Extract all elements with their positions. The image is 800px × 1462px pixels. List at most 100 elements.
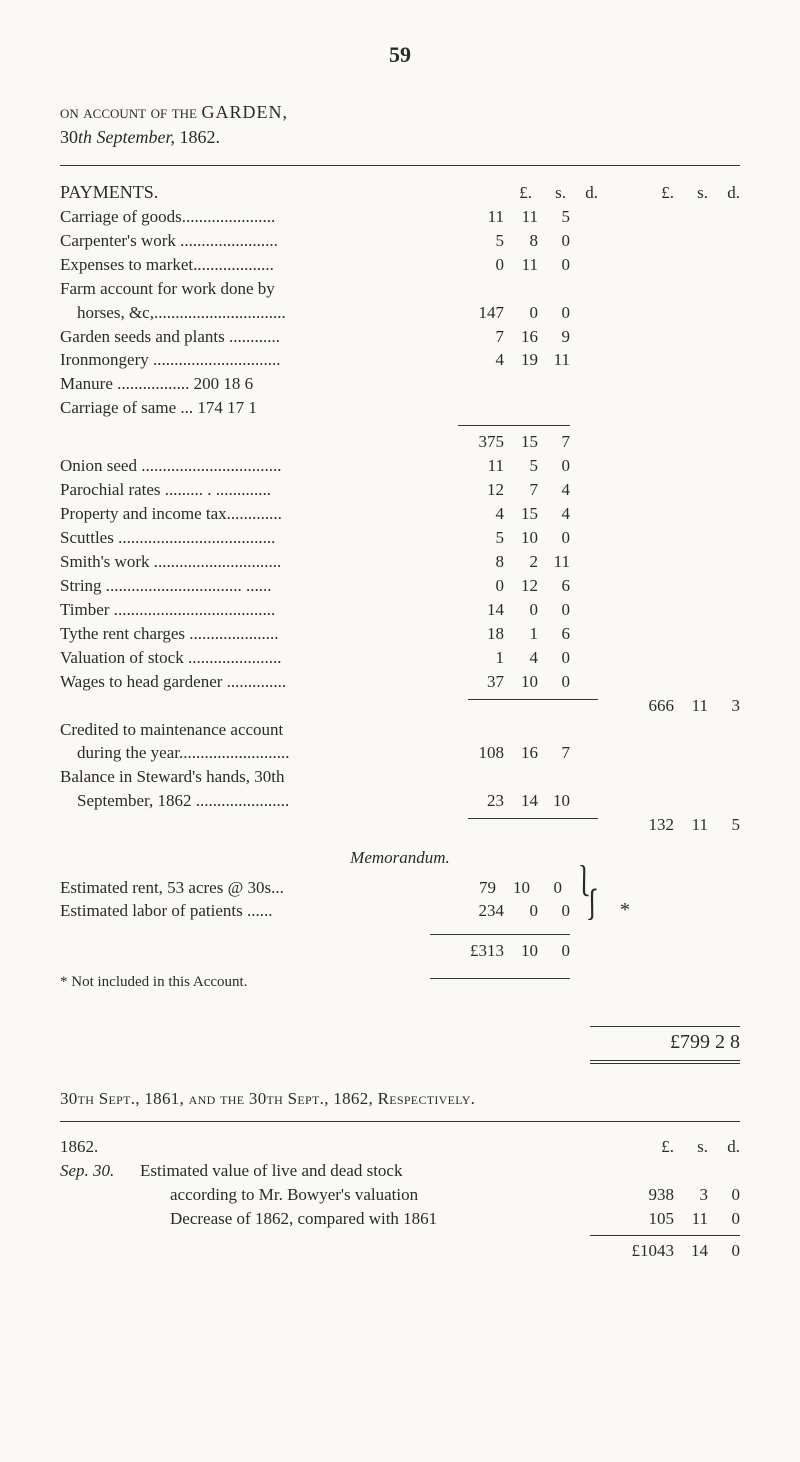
amt-l: 375 (458, 431, 504, 454)
label: Carriage of goods...................... (60, 206, 458, 229)
sum-132-d: 5 (708, 814, 740, 837)
amt-s: 15 (504, 503, 538, 526)
line-expenses: Expenses to market................... 0 … (60, 254, 740, 277)
val938-s: 3 (674, 1184, 708, 1207)
sep30-text-3: Decrease of 1862, compared with 1861 (140, 1208, 628, 1231)
label: Credited to maintenance account (60, 719, 570, 742)
amt-s: 16 (504, 742, 538, 765)
memorandum-heading: Memorandum. (60, 847, 740, 870)
amt-s: 0 (504, 599, 538, 622)
grand-rule-top (590, 1026, 740, 1027)
not-included-note: * Not included in this Account. (60, 972, 430, 992)
amt-s: 2 (504, 551, 538, 574)
amt-l: 0 (458, 254, 504, 277)
amt-s: 15 (504, 431, 538, 454)
col-head-L1: £. (486, 182, 532, 205)
resp-header: 1862. £. s. d. (60, 1136, 740, 1159)
line-farm-2: horses, &c,.............................… (60, 302, 740, 325)
amt-s: 7 (504, 479, 538, 502)
amt-l: 4 (458, 503, 504, 526)
amt-d: 0 (538, 455, 570, 478)
sep30-text-1: Estimated value of live and dead stock (140, 1160, 740, 1183)
line-parochial: Parochial rates ......... . ............… (60, 479, 740, 502)
amt-l: 79 (450, 877, 496, 900)
amt-d: 11 (538, 551, 570, 574)
label: Valuation of stock .....................… (60, 647, 458, 670)
rule-resp (60, 1121, 740, 1122)
amt-d: 0 (538, 647, 570, 670)
amt-s: 0 (504, 302, 538, 325)
column-header-row: PAYMENTS. £. s. d. £. s. d. (60, 180, 740, 205)
label: Farm account for work done by (60, 278, 570, 301)
amt-d: 7 (538, 742, 570, 765)
line-garden-seeds: Garden seeds and plants ............ 7 1… (60, 326, 740, 349)
sum-666-l: 666 (628, 695, 674, 718)
label: Estimated rent, 53 acres @ 30s... (60, 877, 450, 900)
line-carriage-same: Carriage of same ... 174 17 1 (60, 397, 740, 420)
label: Scuttles ...............................… (60, 527, 458, 550)
rule-1043-top (590, 1235, 740, 1236)
val1043-d: 0 (708, 1240, 740, 1263)
amt-l: 5 (458, 230, 504, 253)
line-credited-2: during the year.........................… (60, 742, 740, 765)
line-ironmongery: Ironmongery ............................… (60, 349, 740, 372)
amt-d: 6 (538, 575, 570, 598)
respectively-line: 30th Sept., 1861, and the 30th Sept., 18… (60, 1088, 740, 1111)
line-carriage-goods: Carriage of goods...................... … (60, 206, 740, 229)
line-onion: Onion seed .............................… (60, 455, 740, 478)
sep30-line3: Decrease of 1862, compared with 1861 105… (60, 1208, 740, 1231)
col-head-d1: d. (566, 182, 598, 205)
amt-l: 0 (458, 575, 504, 598)
payments-heading: PAYMENTS. (60, 180, 486, 204)
memo-total: £313 10 0 (60, 940, 740, 963)
amt-s: 0 (504, 900, 538, 923)
label: Expenses to market................... (60, 254, 458, 277)
val105-l: 105 (628, 1208, 674, 1231)
amt-d: 0 (538, 527, 570, 550)
val-1043: £1043 14 0 (60, 1240, 740, 1263)
label: Tythe rent charges ..................... (60, 623, 458, 646)
amt-d: 9 (538, 326, 570, 349)
amt-d: 7 (538, 431, 570, 454)
title-th-sept: th September, (78, 127, 175, 147)
amt-l: 234 (458, 900, 504, 923)
grand-rule-bot (590, 1063, 740, 1064)
label: Property and income tax............. (60, 503, 458, 526)
line-manure: Manure ................. 200 18 6 (60, 373, 740, 396)
rule-top (60, 165, 740, 166)
grand-rule-mid (590, 1060, 740, 1061)
amt-s: 16 (504, 326, 538, 349)
amt-l: 147 (458, 302, 504, 325)
amt-d: 0 (538, 599, 570, 622)
amt-s: 14 (504, 790, 538, 813)
label: Onion seed .............................… (60, 455, 458, 478)
amt-s: 11 (504, 254, 538, 277)
label: horses, &c,.............................… (60, 302, 458, 325)
val938-d: 0 (708, 1184, 740, 1207)
line-sub375: 375 15 7 (60, 431, 740, 454)
title-garden: GARDEN, (202, 102, 289, 122)
col-head-d2: d. (708, 182, 740, 205)
sum-132-l: 132 (628, 814, 674, 837)
title-year: 1862. (175, 127, 220, 147)
sep30-date: Sep. 30. (60, 1160, 140, 1183)
resp-d: d. (708, 1136, 740, 1159)
label: Wages to head gardener .............. (60, 671, 458, 694)
col-head-s2: s. (674, 182, 708, 205)
grand-total: £799 2 8 (60, 1029, 740, 1056)
amt-d: 6 (538, 623, 570, 646)
line-balance-1: Balance in Steward's hands, 30th (60, 766, 740, 789)
year-1862: 1862. (60, 1136, 628, 1159)
val1043-s: 14 (674, 1240, 708, 1263)
sum-132-s: 11 (674, 814, 708, 837)
amt-s: 8 (504, 230, 538, 253)
label: Ironmongery ............................… (60, 349, 458, 372)
resp-s: s. (674, 1136, 708, 1159)
amt-d: 5 (538, 206, 570, 229)
val1043-l: £1043 (604, 1240, 674, 1263)
line-tythe: Tythe rent charges .....................… (60, 623, 740, 646)
amt-s: 10 (504, 671, 538, 694)
amt-d: 11 (538, 349, 570, 372)
memo-total-s: 10 (504, 940, 538, 963)
amt-s: 10 (496, 877, 530, 900)
